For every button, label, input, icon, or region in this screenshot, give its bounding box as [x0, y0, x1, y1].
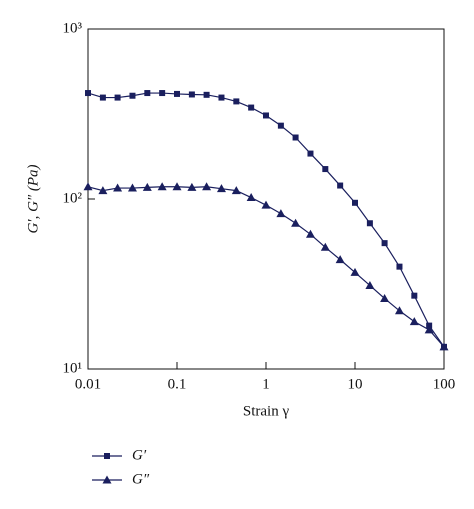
- point: [381, 240, 388, 247]
- x-tick-label: 10: [348, 376, 363, 392]
- point: [380, 293, 390, 302]
- x-tick-label: 0.01: [75, 376, 101, 392]
- y-tick-label: 10²: [63, 190, 83, 206]
- point: [263, 112, 269, 119]
- point: [159, 90, 166, 97]
- point: [187, 182, 197, 191]
- point: [439, 342, 449, 351]
- y-tick-label: 10³: [63, 20, 83, 36]
- legend-marker: [104, 453, 110, 459]
- x-tick-label: 100: [433, 376, 456, 392]
- series-line: [87, 92, 445, 348]
- point: [394, 306, 404, 315]
- legend-label: G″: [132, 471, 150, 487]
- point: [85, 90, 91, 97]
- point: [83, 182, 93, 191]
- point: [233, 98, 240, 105]
- x-tick-label: 1: [262, 376, 270, 392]
- point: [99, 94, 106, 101]
- point: [365, 280, 375, 289]
- point: [291, 218, 301, 227]
- point: [114, 94, 121, 101]
- point: [127, 183, 137, 192]
- point: [366, 220, 373, 227]
- point: [320, 242, 330, 251]
- point: [261, 200, 271, 209]
- point: [129, 92, 136, 99]
- point: [218, 94, 225, 101]
- point: [276, 209, 286, 218]
- point: [144, 90, 151, 97]
- point: [335, 255, 345, 264]
- point: [352, 199, 358, 206]
- point: [157, 182, 167, 191]
- series-line: [87, 186, 445, 348]
- point: [172, 182, 182, 191]
- point: [409, 317, 419, 326]
- point: [307, 150, 314, 157]
- legend-label: G′: [132, 447, 147, 463]
- point: [248, 104, 255, 111]
- point: [202, 182, 212, 191]
- point: [277, 122, 284, 129]
- x-axis-label: Strain γ: [243, 403, 290, 419]
- point: [424, 325, 434, 334]
- plot-frame: [87, 28, 445, 370]
- y-axis-label: G′, G″ (Pa): [25, 164, 41, 233]
- y-tick-label: 10¹: [63, 360, 83, 376]
- point: [174, 90, 180, 97]
- point: [231, 186, 241, 195]
- point: [292, 134, 299, 141]
- point: [322, 166, 329, 173]
- point: [350, 267, 360, 276]
- point: [337, 182, 344, 189]
- point: [246, 193, 256, 202]
- point: [216, 184, 226, 193]
- point: [188, 91, 195, 98]
- point: [142, 182, 152, 191]
- point: [203, 91, 210, 98]
- point: [396, 263, 403, 270]
- point: [98, 186, 108, 195]
- point: [305, 229, 315, 238]
- legend-marker: [102, 475, 112, 484]
- point: [113, 183, 123, 192]
- x-tick-label: 0.1: [168, 376, 187, 392]
- point: [411, 292, 418, 299]
